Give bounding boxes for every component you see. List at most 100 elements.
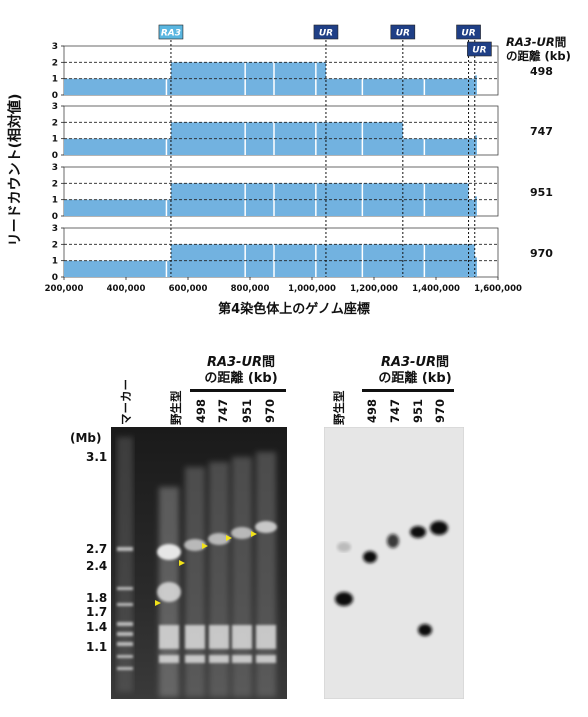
coverage-gap xyxy=(244,232,246,277)
gel-right-underline xyxy=(362,389,454,392)
y-tick-label: 3 xyxy=(52,224,58,234)
y-tick-label: 1 xyxy=(52,75,58,85)
right-header-italic: RA3-UR xyxy=(506,35,555,49)
coverage-gap xyxy=(361,110,364,155)
coverage-gap xyxy=(165,50,168,95)
marker-box xyxy=(456,24,481,40)
right-header-line2: の距離 (kb) xyxy=(506,49,571,63)
y-tick-label: 2 xyxy=(52,240,58,250)
coverage-gap xyxy=(244,110,246,155)
marker-box xyxy=(158,24,184,40)
x-tick-label: 200,000 xyxy=(45,284,84,294)
x-tick-label: 600,000 xyxy=(169,284,208,294)
y-tick-label: 1 xyxy=(52,196,58,206)
marker-label: UR xyxy=(319,29,333,39)
coverage-gap xyxy=(244,50,246,95)
x-tick-label: 1,400,000 xyxy=(412,284,460,294)
y-tick-label: 3 xyxy=(52,42,58,52)
size-label: 1.1 xyxy=(86,640,108,654)
lane-747: 747 xyxy=(388,398,402,423)
coverage-gap xyxy=(423,171,426,216)
size-label: 2.7 xyxy=(86,542,108,556)
lane-498: 498 xyxy=(194,398,208,423)
coverage-bar xyxy=(474,196,477,216)
y-tick-label: 1 xyxy=(52,257,58,267)
x-tick-label: 400,000 xyxy=(107,284,146,294)
marker-label: UR xyxy=(472,46,486,56)
coverage-gap xyxy=(315,110,317,155)
marker-label: RA3 xyxy=(161,29,181,39)
gel-left-header: RA3-UR間 の距離 (kb) xyxy=(176,355,306,387)
lane-marker: マーカー xyxy=(119,379,133,425)
x-tick-label: 1,000,000 xyxy=(288,284,336,294)
lane-wildtype: 野生型 xyxy=(332,390,346,426)
marker-box xyxy=(390,24,416,40)
coverage-gap xyxy=(165,110,168,155)
read-count-charts: 0 1 2 3 498 0 1 2 3 747 0 1 2 3 951 0 1 2 3 970 200,000 400,0… xyxy=(45,24,553,294)
marker-box xyxy=(313,24,339,40)
gel-left-header-italic: RA3-UR xyxy=(206,355,263,370)
coverage-bar xyxy=(325,78,475,95)
lane-747: 747 xyxy=(216,398,230,423)
size-label: 1.7 xyxy=(86,605,108,619)
coverage-gap xyxy=(273,171,275,216)
coverage-gap xyxy=(273,232,275,277)
lane-951: 951 xyxy=(240,398,254,423)
y-tick-label: 0 xyxy=(52,212,58,222)
y-tick-label: 3 xyxy=(52,102,58,112)
gel-right-header: RA3-UR間 の距離 (kb) xyxy=(350,355,480,387)
x-axis-label: 第4染色体上のゲノム座標 xyxy=(218,302,370,317)
coverage-bar xyxy=(402,138,475,155)
right-header-rest: 間 xyxy=(554,35,567,49)
blot-image xyxy=(324,427,464,699)
coverage-bar xyxy=(64,260,171,277)
coverage-gap xyxy=(361,171,364,216)
gel-right-header-italic: RA3-UR xyxy=(380,355,437,370)
series-label: 970 xyxy=(530,247,553,260)
y-tick-label: 0 xyxy=(52,91,58,101)
x-tick-label: 800,000 xyxy=(231,284,270,294)
gel-image xyxy=(111,427,287,699)
coverage-gap xyxy=(315,232,317,277)
coverage-gap xyxy=(423,50,426,95)
coverage-gap xyxy=(315,171,317,216)
y-tick-label: 0 xyxy=(52,273,58,283)
coverage-bar xyxy=(468,199,475,216)
y-tick-label: 1 xyxy=(52,135,58,145)
coverage-bar xyxy=(64,138,171,155)
marker-label: UR xyxy=(396,29,410,39)
right-header: RA3-UR間 xyxy=(506,34,566,50)
coverage-gap xyxy=(273,50,275,95)
lane-wildtype: 野生型 xyxy=(169,390,183,426)
coverage-bar xyxy=(474,75,477,95)
marker-label: UR xyxy=(461,29,475,39)
lane-951: 951 xyxy=(411,398,425,423)
lane-498: 498 xyxy=(365,398,379,423)
gel-right-header-line2: の距離 (kb) xyxy=(378,371,452,386)
x-tick-label: 1,200,000 xyxy=(350,284,398,294)
size-label: 1.4 xyxy=(86,620,108,634)
y-tick-label: 0 xyxy=(52,151,58,161)
coverage-gap xyxy=(315,50,317,95)
gel-right-header-rest: 間 xyxy=(436,355,450,370)
coverage-gap xyxy=(273,110,275,155)
coverage-gap xyxy=(361,50,364,95)
lane-970: 970 xyxy=(433,398,447,423)
marker-box xyxy=(467,41,492,57)
gel-left-underline xyxy=(190,389,286,392)
y-tick-label: 2 xyxy=(52,179,58,189)
series-label: 951 xyxy=(530,186,553,199)
y-tick-label: 2 xyxy=(52,58,58,68)
coverage-bar xyxy=(64,78,171,95)
coverage-gap xyxy=(244,171,246,216)
coverage-bar xyxy=(474,135,477,155)
size-label: 1.8 xyxy=(86,591,108,605)
coverage-bar xyxy=(474,257,477,277)
coverage-gap xyxy=(165,171,168,216)
coverage-gap xyxy=(361,232,364,277)
y-tick-label: 2 xyxy=(52,118,58,128)
gel-left-header-line2: の距離 (kb) xyxy=(204,371,278,386)
coverage-gap xyxy=(165,232,168,277)
lane-970: 970 xyxy=(263,398,277,423)
coverage-gap xyxy=(423,232,426,277)
